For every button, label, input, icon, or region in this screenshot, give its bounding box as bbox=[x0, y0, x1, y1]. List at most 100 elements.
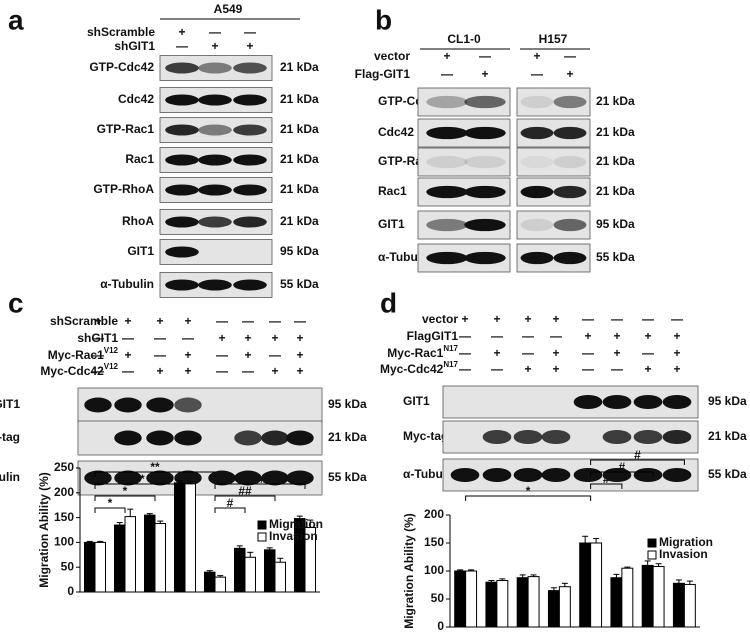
sign: + bbox=[673, 329, 680, 343]
band bbox=[198, 216, 232, 228]
blot-label: RhoA bbox=[122, 214, 154, 228]
blot-size: 95 kDa bbox=[328, 397, 367, 411]
sign: — bbox=[479, 49, 491, 63]
band bbox=[146, 470, 174, 486]
bar bbox=[496, 580, 509, 628]
band bbox=[426, 185, 468, 199]
sign: — bbox=[491, 362, 503, 376]
y-tick-label: 250 bbox=[54, 460, 74, 474]
sign: + bbox=[613, 329, 620, 343]
bar bbox=[184, 483, 196, 593]
sign: + bbox=[184, 348, 191, 362]
blot-label: GIT1 bbox=[378, 217, 405, 231]
band bbox=[602, 467, 632, 483]
band bbox=[602, 394, 632, 410]
band bbox=[233, 124, 267, 136]
condition-name: FlagGIT1 bbox=[407, 329, 459, 343]
condition-label: shScramble bbox=[87, 25, 155, 39]
bar bbox=[234, 547, 246, 593]
sign: — bbox=[269, 348, 281, 362]
significance-label: * bbox=[123, 484, 128, 498]
y-tick-label: 0 bbox=[67, 584, 74, 598]
bar bbox=[547, 590, 560, 628]
blot-header: CL1-0 bbox=[447, 32, 481, 46]
band bbox=[174, 397, 202, 413]
sign: — bbox=[209, 25, 221, 39]
significance-label: * bbox=[526, 484, 531, 498]
blot-size: 21 kDa bbox=[596, 125, 635, 139]
sign: — bbox=[216, 364, 228, 378]
y-tick-label: 100 bbox=[54, 535, 74, 549]
band bbox=[208, 470, 236, 486]
band bbox=[234, 430, 262, 446]
sign: — bbox=[491, 329, 503, 343]
blot-label: Myc-tag bbox=[0, 430, 20, 444]
sign: + bbox=[156, 364, 163, 378]
condition-name: shScramble bbox=[87, 25, 155, 39]
band bbox=[573, 394, 603, 410]
sign: + bbox=[673, 346, 680, 360]
band bbox=[198, 184, 232, 196]
bar bbox=[485, 581, 498, 628]
band bbox=[553, 155, 587, 169]
condition-label: vector bbox=[422, 312, 458, 326]
band bbox=[520, 218, 554, 232]
panel-label: b bbox=[375, 4, 392, 35]
y-tick-label: 50 bbox=[431, 591, 445, 605]
band bbox=[662, 467, 692, 483]
band bbox=[573, 467, 603, 483]
band bbox=[198, 279, 232, 291]
panel-label: d bbox=[380, 287, 397, 318]
sign: + bbox=[184, 364, 191, 378]
bar bbox=[124, 516, 136, 593]
sign: — bbox=[459, 346, 471, 360]
band bbox=[553, 218, 587, 232]
sign: + bbox=[584, 329, 591, 343]
blot-size: 21 kDa bbox=[708, 429, 747, 443]
blot-size: 95 kDa bbox=[708, 394, 747, 408]
band bbox=[165, 124, 199, 136]
bar bbox=[652, 566, 665, 628]
band bbox=[261, 430, 289, 446]
bar bbox=[204, 571, 216, 593]
blot-size: 21 kDa bbox=[596, 154, 635, 168]
condition-superscript: V12 bbox=[104, 346, 119, 355]
blot-size: 21 kDa bbox=[280, 152, 319, 166]
bar bbox=[621, 567, 634, 628]
blot-label: Cdc42 bbox=[378, 125, 414, 139]
band bbox=[662, 429, 692, 445]
condition-label: Myc-Rac1N17 bbox=[387, 344, 458, 360]
sign: + bbox=[124, 348, 131, 362]
sign: — bbox=[459, 329, 471, 343]
band bbox=[553, 251, 587, 265]
band bbox=[286, 430, 314, 446]
condition-label: Flag-GIT1 bbox=[355, 67, 411, 81]
condition-label: vector bbox=[374, 49, 410, 63]
band bbox=[114, 470, 142, 486]
significance-label: ** bbox=[150, 460, 160, 474]
condition-name: Myc-Cdc42 bbox=[40, 364, 104, 378]
condition-superscript: N17 bbox=[443, 360, 458, 369]
legend-swatch bbox=[257, 532, 267, 542]
significance-label: # bbox=[603, 472, 610, 486]
band bbox=[165, 279, 199, 291]
blot-label: GTP-Cdc42 bbox=[89, 60, 154, 74]
band bbox=[450, 467, 480, 483]
significance-bracket bbox=[94, 471, 216, 477]
sign: — bbox=[671, 312, 683, 326]
blot-size: 55 kDa bbox=[280, 277, 319, 291]
y-tick-label: 0 bbox=[437, 619, 444, 633]
significance-label: # bbox=[634, 448, 641, 462]
blot-size: 55 kDa bbox=[708, 467, 747, 481]
sign: — bbox=[176, 39, 188, 53]
legend-swatch bbox=[647, 550, 657, 560]
band bbox=[198, 124, 232, 136]
bar bbox=[144, 514, 156, 593]
bar bbox=[114, 524, 126, 593]
bar bbox=[274, 561, 286, 593]
y-tick-label: 150 bbox=[54, 510, 74, 524]
y-axis-label: Migration Ability (%) bbox=[402, 513, 416, 629]
significance-label: * bbox=[108, 496, 113, 510]
sign: — bbox=[611, 312, 623, 326]
band bbox=[233, 279, 267, 291]
